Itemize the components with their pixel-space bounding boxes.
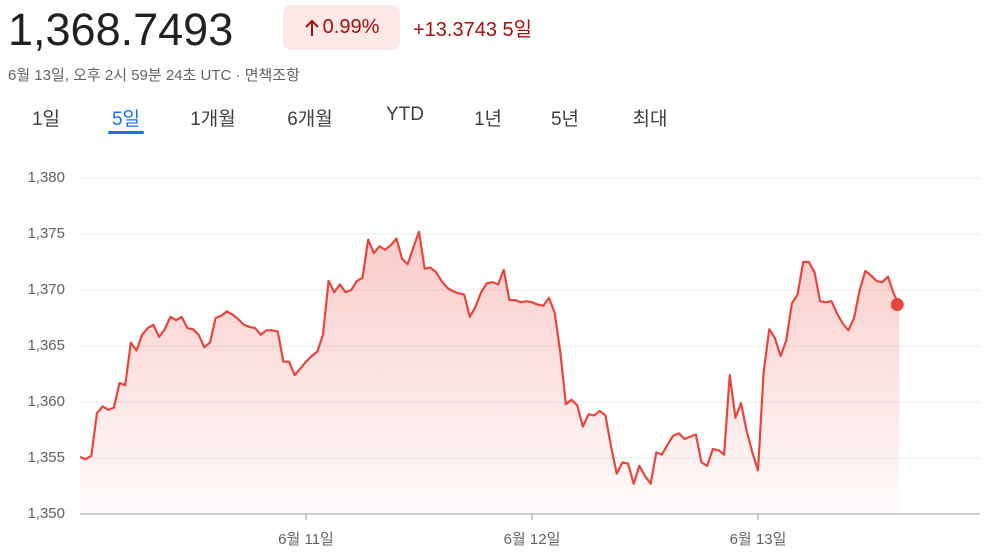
y-tick-label: 1,375 xyxy=(27,225,65,242)
change: +13.3743 5일 xyxy=(413,13,532,42)
range-tab[interactable]: 1일 xyxy=(31,109,61,130)
active-underline xyxy=(108,131,144,134)
price-line xyxy=(79,230,901,485)
range-tab[interactable]: 5일 xyxy=(111,109,141,130)
range-tab[interactable]: 6개월 xyxy=(287,109,333,130)
y-tick-label: 1,360 xyxy=(27,393,65,410)
change-badge: 0.99% xyxy=(283,5,400,50)
price: 1,368.7493 xyxy=(8,4,234,55)
y-tick-label: 1,370 xyxy=(27,281,65,298)
change-period: 5일 xyxy=(502,19,533,41)
y-tick-label: 1,365 xyxy=(27,337,65,354)
disclaimer[interactable]: 면책조항 xyxy=(244,67,300,84)
timestamp: 6월 13일, 오후 2시 59분 24초 UTC · xyxy=(8,67,241,84)
up-arrow xyxy=(304,19,319,36)
y-tick-label: 1,380 xyxy=(27,169,65,186)
x-tick-label: 6월 12일 xyxy=(504,531,561,548)
y-tick-label: 1,350 xyxy=(27,505,65,522)
area-fill xyxy=(80,231,900,514)
x-tick-label: 6월 13일 xyxy=(730,531,787,548)
y-tick-label: 1,355 xyxy=(27,449,65,466)
range-tab[interactable]: 1년 xyxy=(473,109,503,130)
range-tab[interactable]: 5년 xyxy=(550,109,580,130)
change-percent: 0.99% xyxy=(322,16,380,38)
timestamp-line: 6월 13일, 오후 2시 59분 24초 UTC · 면책조항 xyxy=(8,64,300,85)
range-tab[interactable]: 최대 xyxy=(632,109,668,130)
last-point xyxy=(890,298,904,312)
range-tab[interactable]: YTD xyxy=(386,104,424,125)
x-tick-label: 6월 11일 xyxy=(278,531,334,548)
change-value: +13.3743 xyxy=(413,19,497,41)
range-tab[interactable]: 1개월 xyxy=(190,109,236,130)
